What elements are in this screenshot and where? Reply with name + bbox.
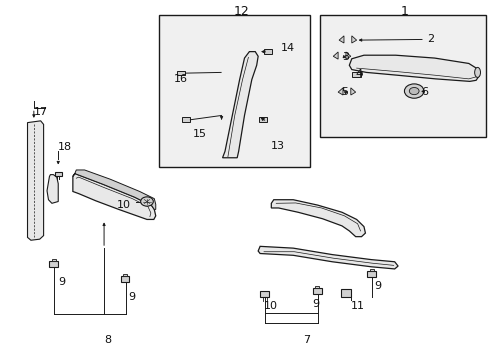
Polygon shape [337, 88, 342, 95]
Polygon shape [258, 246, 397, 269]
FancyBboxPatch shape [312, 288, 321, 294]
FancyBboxPatch shape [258, 117, 267, 122]
Text: 9: 9 [311, 299, 318, 309]
Text: 5: 5 [340, 87, 347, 97]
Polygon shape [332, 52, 337, 59]
Text: 1: 1 [400, 5, 407, 18]
FancyBboxPatch shape [260, 291, 268, 297]
FancyBboxPatch shape [52, 259, 56, 261]
FancyBboxPatch shape [366, 271, 375, 277]
FancyBboxPatch shape [315, 286, 319, 288]
Text: 9: 9 [58, 277, 65, 287]
Text: 11: 11 [350, 301, 364, 311]
FancyBboxPatch shape [123, 274, 127, 276]
Polygon shape [73, 170, 156, 210]
Text: 2: 2 [427, 35, 434, 44]
Ellipse shape [474, 67, 480, 77]
Text: 3: 3 [341, 52, 348, 62]
FancyBboxPatch shape [55, 172, 61, 176]
Circle shape [408, 87, 418, 95]
Text: 6: 6 [420, 87, 427, 97]
Text: 14: 14 [281, 43, 295, 53]
FancyBboxPatch shape [49, 261, 58, 267]
Text: 18: 18 [58, 142, 72, 152]
FancyBboxPatch shape [351, 72, 360, 77]
Polygon shape [47, 175, 58, 203]
Text: 17: 17 [34, 107, 48, 117]
Polygon shape [351, 36, 356, 43]
Text: 12: 12 [233, 5, 249, 18]
FancyBboxPatch shape [181, 117, 190, 122]
FancyBboxPatch shape [340, 289, 350, 297]
Polygon shape [73, 174, 156, 220]
Text: 8: 8 [104, 334, 111, 345]
FancyBboxPatch shape [369, 269, 373, 271]
Text: 15: 15 [193, 129, 207, 139]
Text: 4: 4 [355, 69, 362, 79]
Text: 10: 10 [117, 200, 130, 210]
Polygon shape [338, 36, 343, 43]
Text: 9: 9 [128, 292, 135, 302]
Polygon shape [350, 88, 355, 95]
Circle shape [141, 197, 153, 206]
Text: 13: 13 [271, 141, 285, 151]
FancyBboxPatch shape [176, 71, 185, 75]
Bar [159, 15, 310, 167]
FancyBboxPatch shape [121, 276, 129, 282]
Polygon shape [271, 200, 365, 237]
Text: 7: 7 [303, 334, 309, 345]
Bar [320, 15, 485, 137]
Polygon shape [27, 121, 43, 240]
FancyBboxPatch shape [263, 49, 272, 54]
Text: 16: 16 [173, 74, 187, 84]
Polygon shape [345, 52, 350, 59]
Circle shape [404, 84, 423, 98]
Polygon shape [348, 55, 479, 81]
Text: 10: 10 [264, 301, 278, 311]
Text: 9: 9 [373, 281, 381, 291]
Polygon shape [222, 51, 258, 158]
